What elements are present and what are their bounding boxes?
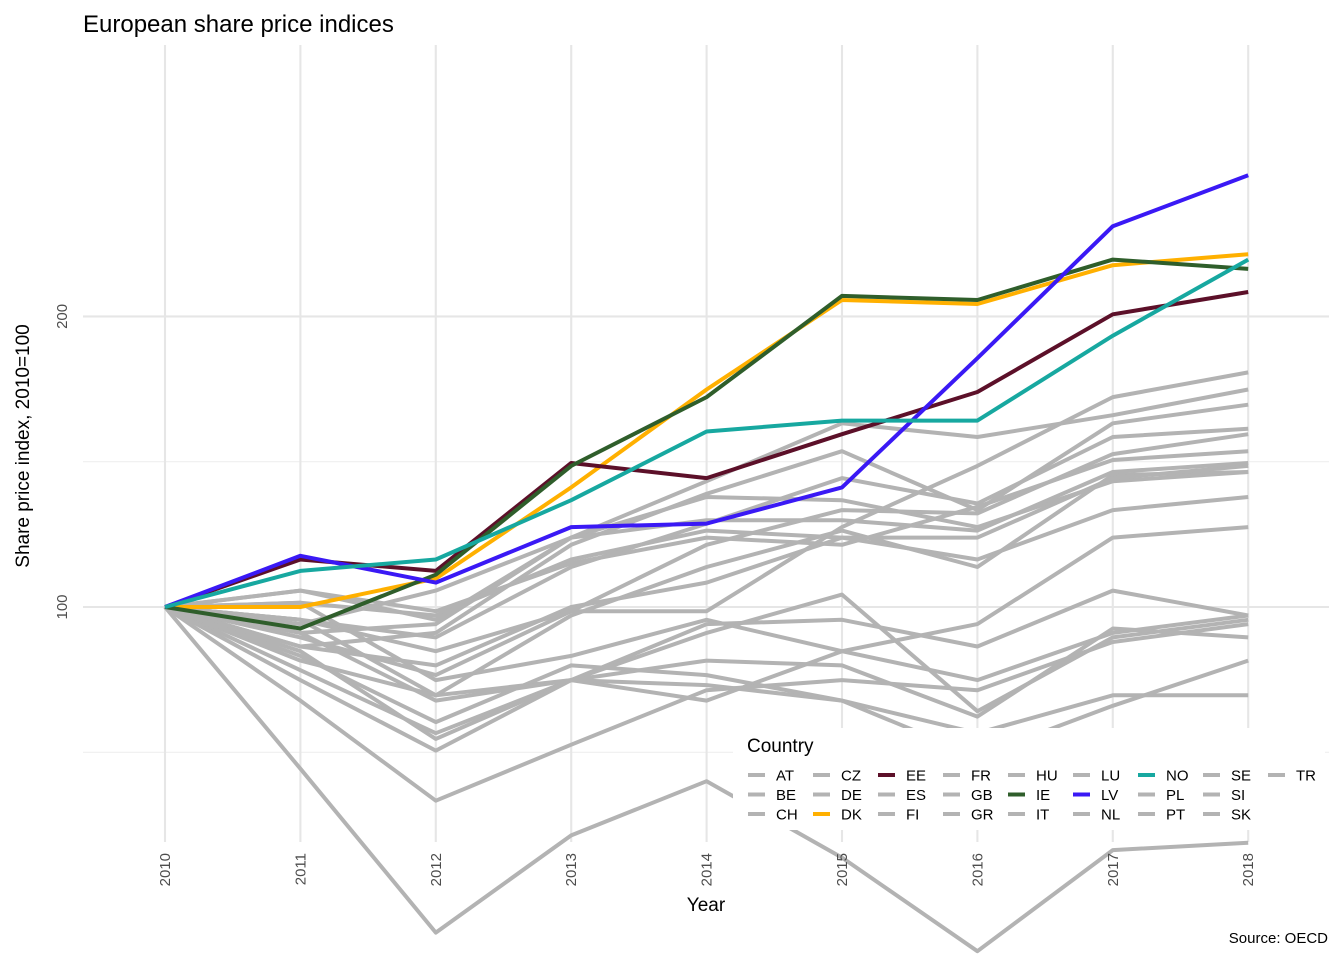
- chart-title: European share price indices: [83, 11, 394, 38]
- legend-label-hu: HU: [1036, 768, 1058, 785]
- legend-label-ch: CH: [776, 807, 798, 824]
- legend-label-cz: CZ: [841, 768, 861, 785]
- legend-label-no: NO: [1166, 768, 1189, 785]
- x-tick-label: 2010: [157, 853, 174, 886]
- legend-label-lv: LV: [1101, 787, 1118, 804]
- series-line-fi: [164, 470, 1249, 698]
- legend-label-si: SI: [1231, 787, 1245, 804]
- legend-label-dk: DK: [841, 807, 862, 824]
- series-line-no: [164, 257, 1250, 609]
- series-line-pt: [164, 605, 1249, 736]
- series-line-se: [164, 387, 1249, 635]
- legend-label-nl: NL: [1101, 807, 1120, 824]
- x-tick-label: 2011: [292, 853, 309, 885]
- series-line-dk: [165, 252, 1249, 609]
- legend-label-ie: IE: [1036, 787, 1050, 804]
- legend-label-fr: FR: [971, 768, 991, 785]
- series-line-gb: [164, 463, 1249, 618]
- chart-caption: Source: OECD: [1229, 930, 1328, 947]
- legend-label-ee: EE: [906, 768, 926, 785]
- series-line-de: [164, 402, 1249, 649]
- series-line-lu: [164, 461, 1249, 622]
- legend-label-gr: GR: [971, 807, 994, 824]
- series-line-gr: [163, 605, 1249, 954]
- legend-label-it: IT: [1036, 807, 1049, 824]
- x-tick-label: 2012: [428, 853, 445, 886]
- x-tick-label: 2017: [1105, 853, 1122, 886]
- legend-background: [733, 728, 1325, 830]
- legend-label-es: ES: [906, 787, 926, 804]
- legend-label-gb: GB: [971, 787, 993, 804]
- y-tick-label: 100: [54, 594, 71, 619]
- legend-label-sk: SK: [1231, 807, 1251, 824]
- x-tick-label: 2015: [834, 853, 851, 886]
- x-tick-label: 2014: [699, 853, 716, 886]
- legend-label-pl: PL: [1166, 787, 1184, 804]
- legend: Country AT BE CH CZ DE DK EE ES FI FR GB GR HU IE IT LU…: [733, 728, 1325, 830]
- series-line-es: [164, 588, 1249, 741]
- series-line-it: [164, 592, 1249, 753]
- series-line-cz: [164, 605, 1249, 759]
- legend-label-pt: PT: [1166, 807, 1185, 824]
- x-tick-label: 2016: [969, 853, 986, 886]
- x-axis-title: Year: [687, 895, 726, 916]
- legend-label-tr: TR: [1296, 768, 1316, 785]
- legend-label-de: DE: [841, 787, 862, 804]
- legend-label-se: SE: [1231, 768, 1251, 785]
- y-axis-tick-labels: 100 200: [54, 304, 71, 620]
- series-line-be: [164, 495, 1249, 668]
- y-axis-title: Share price index, 2010=100: [13, 324, 34, 567]
- x-tick-label: 2018: [1240, 853, 1257, 886]
- legend-label-at: AT: [776, 768, 794, 785]
- x-tick-label: 2013: [563, 853, 580, 886]
- series-line-tr: [164, 605, 1249, 719]
- series-line-ie: [164, 257, 1249, 631]
- legend-label-lu: LU: [1101, 768, 1120, 785]
- legend-label-be: BE: [776, 787, 796, 804]
- y-tick-label: 200: [54, 304, 71, 329]
- series-line-at: [164, 525, 1249, 736]
- legend-label-fi: FI: [906, 807, 919, 824]
- legend-title: Country: [747, 736, 814, 757]
- series-lines: [163, 173, 1250, 954]
- series-line-lv: [164, 173, 1249, 609]
- x-axis-tick-labels: 2010 2011 2012 2013 2014 2015 2016 2017 2018: [157, 853, 1257, 886]
